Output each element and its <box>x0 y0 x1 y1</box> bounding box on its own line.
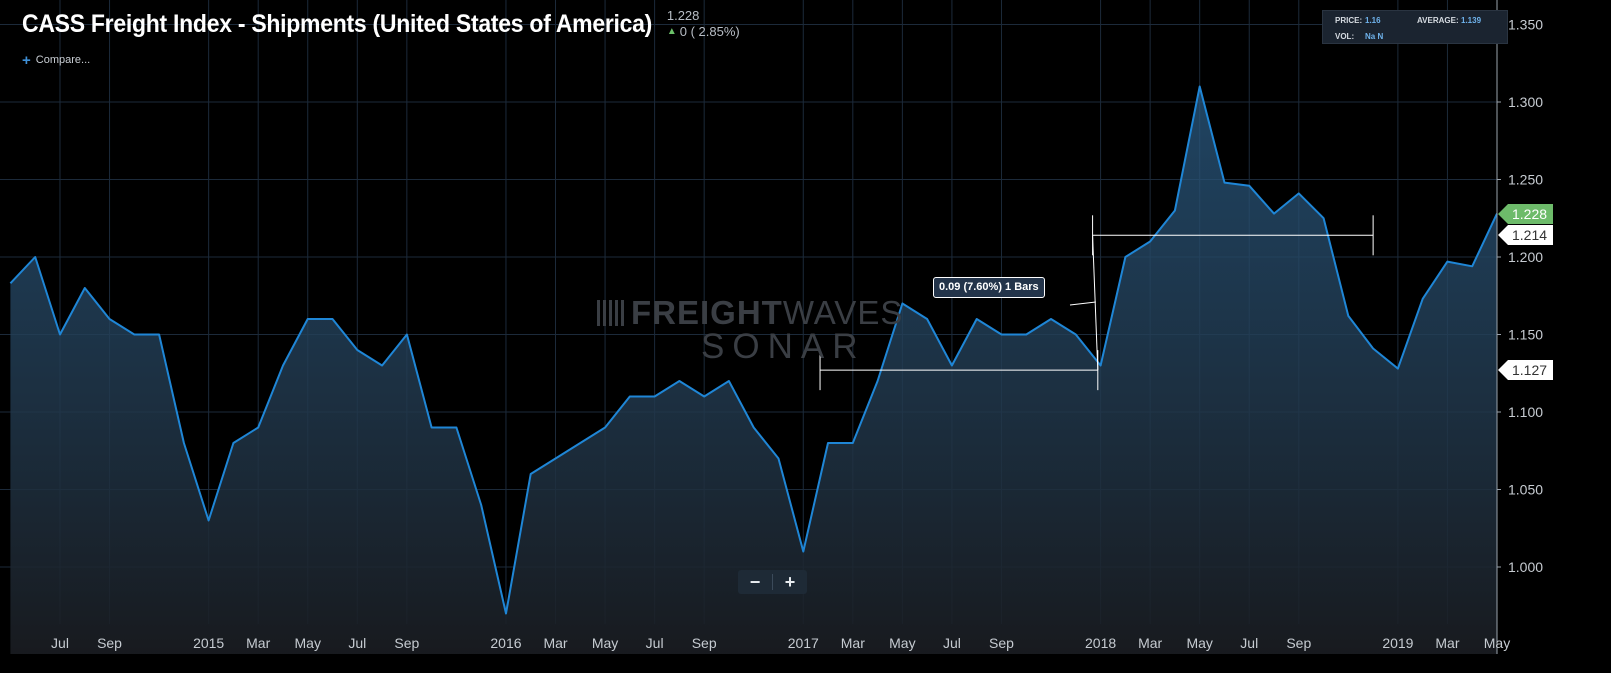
x-tick-label: Sep <box>394 635 419 651</box>
measure-connector-line <box>1092 235 1099 371</box>
x-tick-label: May <box>1186 635 1212 651</box>
chart-title: CASS Freight Index - Shipments (United S… <box>22 10 653 38</box>
vol-label: VOL: <box>1335 32 1355 41</box>
change-value: 0 ( 2.85%) <box>679 24 740 39</box>
x-tick-label: 2016 <box>490 635 521 651</box>
y-tick-label: 1.050 <box>1508 482 1543 498</box>
x-tick-label: Mar <box>246 635 270 651</box>
tooltip-pointer <box>1069 301 1096 306</box>
price-tag: 1.214 <box>1497 225 1554 246</box>
y-tick-label: 1.300 <box>1508 94 1543 110</box>
x-tick-label: 2017 <box>788 635 819 651</box>
series-area <box>10 86 1497 654</box>
price-info-box: PRICE: 1.16 AVERAGE: 1.139 VOL: Na N <box>1322 10 1508 44</box>
compare-button[interactable]: + Compare... <box>22 51 91 69</box>
price-value: 1.16 <box>1365 16 1381 25</box>
zoom-divider <box>772 574 773 590</box>
x-tick-label: Mar <box>1435 635 1459 651</box>
y-tick-label: 1.200 <box>1508 249 1543 265</box>
x-tick-label: Jul <box>646 635 664 651</box>
x-tick-label: Sep <box>1286 635 1311 651</box>
x-tick-label: Mar <box>1138 635 1162 651</box>
x-tick-label: Mar <box>841 635 865 651</box>
y-tick-label: 1.250 <box>1508 172 1543 188</box>
change-row: ▲ 0 ( 2.85%) <box>667 24 740 40</box>
series-line <box>9 85 1498 615</box>
x-tick-label: Mar <box>543 635 567 651</box>
x-tick-label: 2019 <box>1382 635 1413 651</box>
price-tag: 1.228 <box>1497 203 1554 224</box>
y-tick-label: 1.350 <box>1508 17 1543 33</box>
zoom-controls: − + <box>738 570 807 594</box>
x-tick-label: Jul <box>348 635 366 651</box>
compare-label: Compare... <box>35 54 91 66</box>
x-tick-label: Jul <box>1240 635 1258 651</box>
x-tick-label: Jul <box>51 635 69 651</box>
y-tick-label: 1.100 <box>1508 404 1543 420</box>
y-tick-label: 1.000 <box>1508 559 1543 575</box>
x-tick-label: Jul <box>943 635 961 651</box>
x-tick-label: Sep <box>97 635 122 651</box>
plus-icon: + <box>22 51 31 69</box>
x-tick-label: May <box>1484 635 1510 651</box>
header-values: 1.228 ▲ 0 ( 2.85%) <box>667 8 740 40</box>
measure-tooltip: 0.09 (7.60%) 1 Bars <box>933 277 1045 298</box>
x-tick-label: May <box>889 635 915 651</box>
x-tick-label: May <box>592 635 618 651</box>
price-label: PRICE: <box>1335 16 1363 25</box>
chart-header: CASS Freight Index - Shipments (United S… <box>22 8 740 40</box>
x-tick-label: Sep <box>989 635 1014 651</box>
average-label: AVERAGE: <box>1417 16 1459 25</box>
x-tick-label: Sep <box>692 635 717 651</box>
zoom-out-button[interactable]: − <box>749 571 761 592</box>
arrow-up-icon: ▲ <box>666 26 677 37</box>
x-tick-label: 2015 <box>193 635 224 651</box>
x-tick-label: 2018 <box>1085 635 1116 651</box>
average-value: 1.139 <box>1461 16 1482 25</box>
zoom-in-button[interactable]: + <box>784 571 796 592</box>
price-tag: 1.127 <box>1497 360 1554 381</box>
last-value: 1.228 <box>666 8 700 23</box>
x-tick-label: May <box>295 635 321 651</box>
vol-value: Na N <box>1365 32 1384 41</box>
y-tick-label: 1.150 <box>1508 327 1543 343</box>
